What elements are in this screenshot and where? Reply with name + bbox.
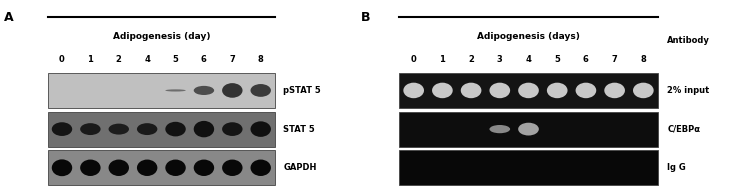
Ellipse shape [250,84,271,97]
Text: 7: 7 [229,55,235,64]
Ellipse shape [489,83,510,98]
Ellipse shape [576,83,596,98]
Ellipse shape [165,122,186,136]
Ellipse shape [519,123,539,136]
Bar [48,112,275,147]
Ellipse shape [489,125,510,133]
Bar [399,150,658,185]
Ellipse shape [137,160,157,176]
Ellipse shape [137,123,157,135]
Text: B: B [361,11,371,24]
Text: 8: 8 [641,55,646,64]
Text: Ig G: Ig G [668,163,686,172]
Ellipse shape [80,123,101,135]
Text: Adipogenesis (day): Adipogenesis (day) [112,32,210,41]
Ellipse shape [51,122,72,136]
Ellipse shape [109,124,129,135]
Text: Adipogenesis (days): Adipogenesis (days) [477,32,580,41]
Ellipse shape [604,83,625,98]
Ellipse shape [432,83,453,98]
Text: 6: 6 [583,55,589,64]
Ellipse shape [222,122,243,136]
Text: Antibody: Antibody [668,36,710,45]
Ellipse shape [222,160,243,176]
Text: GAPDH: GAPDH [283,163,317,172]
Text: 3: 3 [497,55,503,64]
Text: 2% input: 2% input [668,86,709,95]
Text: 5: 5 [554,55,560,64]
Text: 0: 0 [59,55,65,64]
Text: 7: 7 [612,55,618,64]
Ellipse shape [165,160,186,176]
Ellipse shape [460,83,481,98]
Text: pSTAT 5: pSTAT 5 [283,86,321,95]
Text: 5: 5 [173,55,179,64]
Bar [48,150,275,185]
Text: 1: 1 [87,55,93,64]
Text: 6: 6 [201,55,207,64]
Ellipse shape [547,83,568,98]
Ellipse shape [51,159,72,176]
Bar [48,73,275,108]
Bar [399,73,658,108]
Ellipse shape [250,121,271,137]
Text: 2: 2 [468,55,474,64]
Ellipse shape [165,89,186,91]
Text: 4: 4 [145,55,150,64]
Text: 1: 1 [440,55,446,64]
Ellipse shape [109,160,129,176]
Ellipse shape [633,83,653,98]
Text: STAT 5: STAT 5 [283,125,315,134]
Text: 0: 0 [410,55,416,64]
Ellipse shape [194,160,214,176]
Text: A: A [4,11,13,24]
Ellipse shape [222,83,243,98]
Text: 4: 4 [525,55,531,64]
Ellipse shape [194,86,214,95]
Ellipse shape [194,121,214,137]
Ellipse shape [250,160,271,176]
Ellipse shape [403,83,424,98]
Ellipse shape [80,160,101,176]
Text: 2: 2 [115,55,121,64]
Ellipse shape [519,83,539,98]
Text: 8: 8 [258,55,264,64]
Bar [399,112,658,147]
Text: C/EBPα: C/EBPα [668,125,700,134]
